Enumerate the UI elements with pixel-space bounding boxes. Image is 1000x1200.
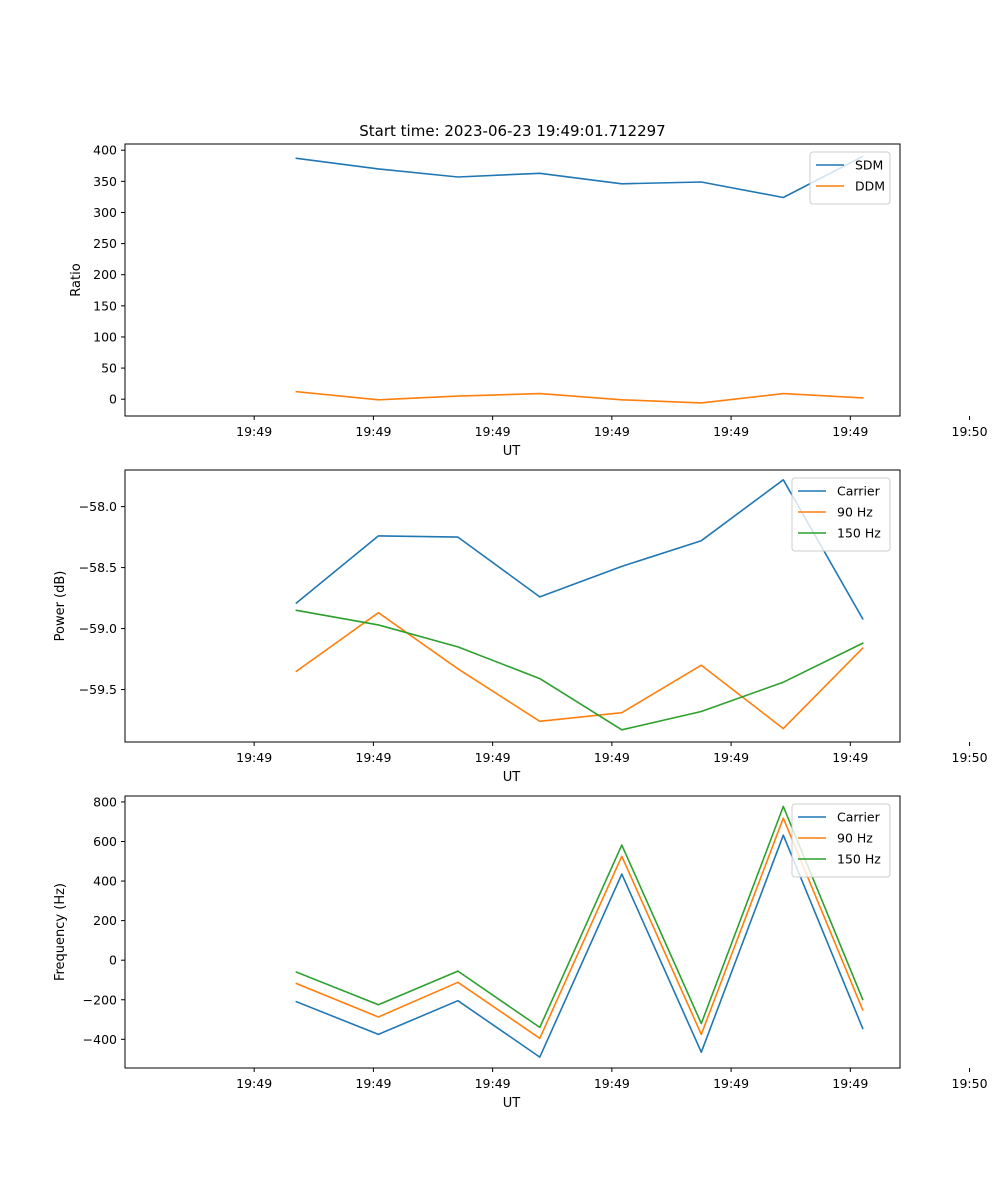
y-tick-label: −59.5	[79, 682, 117, 697]
y-tick-label: −200	[83, 992, 117, 1007]
x-tick-label: 19:50	[952, 424, 988, 439]
x-tick-label: 19:49	[236, 750, 272, 765]
x-tick-label: 19:49	[713, 750, 749, 765]
y-axis-label: Power (dB)	[53, 571, 68, 642]
legend-label: 150 Hz	[837, 526, 881, 541]
series-line-90-hz	[295, 611, 864, 730]
series-line-ddm	[295, 390, 864, 404]
x-tick-label: 19:49	[236, 1076, 272, 1091]
x-tick-label: 19:49	[594, 750, 630, 765]
x-tick-label: 19:49	[475, 424, 511, 439]
axes-frame	[124, 469, 901, 743]
legend-label: Carrier	[837, 810, 881, 825]
y-tick-label: −400	[83, 1032, 117, 1047]
x-axis-label: UT	[503, 1096, 521, 1111]
y-tick-label: 250	[93, 236, 117, 251]
x-tick-label: 19:49	[236, 424, 272, 439]
y-tick-label: 400	[93, 874, 117, 889]
x-axis-label: UT	[503, 444, 521, 459]
y-tick-label: 200	[93, 267, 117, 282]
legend-label: 90 Hz	[837, 831, 873, 846]
x-tick-label: 19:49	[713, 1076, 749, 1091]
y-tick-label: 200	[93, 913, 117, 928]
series-line-150-hz	[295, 805, 864, 1029]
legend-label: 150 Hz	[837, 852, 881, 867]
x-axis-label: UT	[503, 770, 521, 785]
x-tick-label: 19:49	[475, 750, 511, 765]
x-tick-label: 19:49	[594, 1076, 630, 1091]
x-tick-label: 19:49	[355, 750, 391, 765]
legend-label: Carrier	[837, 484, 881, 499]
y-tick-label: 350	[93, 174, 117, 189]
y-tick-label: 800	[93, 794, 117, 809]
legend: Carrier 90 Hz 150 Hz	[791, 477, 891, 552]
series-line-150-hz	[295, 609, 864, 731]
x-tick-label: 19:49	[594, 424, 630, 439]
y-tick-label: −58.5	[79, 560, 117, 575]
y-tick-label: 600	[93, 834, 117, 849]
legend-label: 90 Hz	[837, 505, 873, 520]
legend: SDM DDM	[809, 151, 891, 205]
chart-1: 19:49 19:49 19:49 19:49 19:49 19:49 19:50 0 50 10…	[69, 143, 988, 459]
chart-3: 19:49 19:49 19:49 19:49 19:49 19:49 19:50 −400 −…	[53, 794, 988, 1111]
y-tick-label: 100	[93, 329, 117, 344]
x-tick-label: 19:50	[952, 750, 988, 765]
series-line-sdm	[295, 155, 864, 199]
y-tick-label: 0	[109, 392, 117, 407]
y-tick-label: −58.0	[79, 499, 117, 514]
figure-title: Start time: 2023-06-23 19:49:01.712297	[359, 122, 665, 140]
y-tick-label: −59.0	[79, 621, 117, 636]
series-line-carrier	[295, 478, 864, 620]
legend: Carrier 90 Hz 150 Hz	[791, 803, 891, 878]
series-line-carrier	[295, 834, 864, 1058]
x-tick-label: 19:50	[952, 1076, 988, 1091]
x-tick-label: 19:49	[713, 424, 749, 439]
axes-frame	[124, 795, 901, 1069]
charts: 19:49 19:49 19:49 19:49 19:49 19:49 19:50 0 50 10…	[53, 143, 988, 1111]
legend-label: DDM	[855, 179, 885, 194]
y-axis-label: Frequency (Hz)	[53, 883, 68, 981]
x-tick-label: 19:49	[355, 424, 391, 439]
chart-2: 19:49 19:49 19:49 19:49 19:49 19:49 19:50 −59.5…	[53, 469, 988, 785]
x-tick-label: 19:49	[475, 1076, 511, 1091]
y-axis-label: Ratio	[69, 263, 84, 296]
x-tick-label: 19:49	[832, 1076, 868, 1091]
x-tick-label: 19:49	[355, 1076, 391, 1091]
y-tick-label: 0	[109, 953, 117, 968]
y-tick-label: 50	[101, 361, 117, 376]
series-line-90-hz	[295, 817, 864, 1040]
y-tick-label: 300	[93, 205, 117, 220]
y-tick-label: 150	[93, 298, 117, 313]
y-tick-label: 400	[93, 143, 117, 158]
axes-frame	[124, 143, 901, 417]
legend-label: SDM	[855, 158, 883, 173]
x-tick-label: 19:49	[832, 750, 868, 765]
x-tick-label: 19:49	[832, 424, 868, 439]
